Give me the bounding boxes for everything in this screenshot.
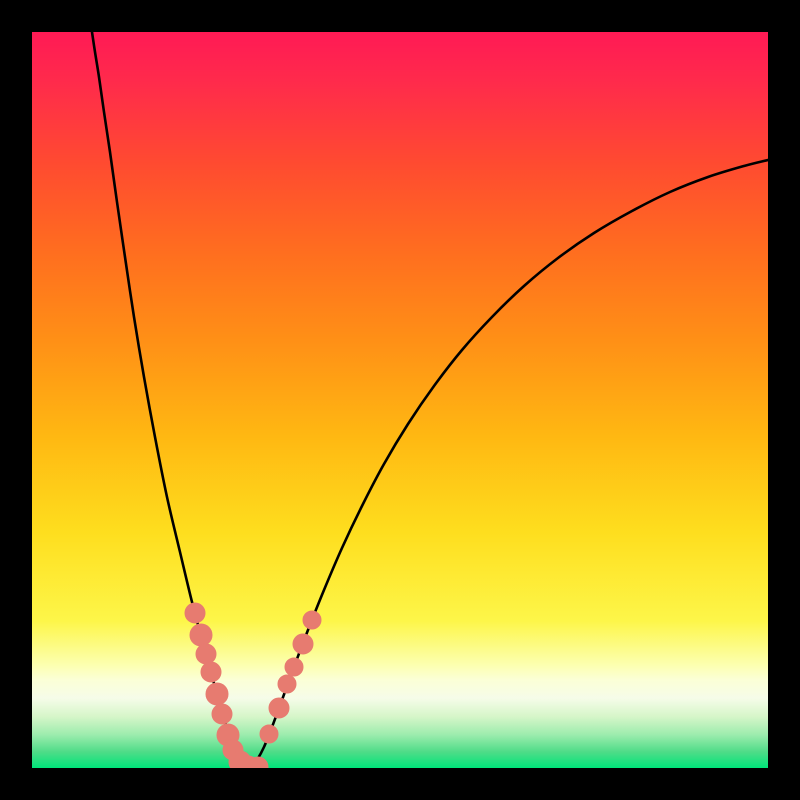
data-marker bbox=[285, 658, 303, 676]
chart-frame: TheBottleneck.com bbox=[0, 0, 800, 800]
data-marker bbox=[303, 611, 321, 629]
data-marker bbox=[269, 698, 289, 718]
data-marker bbox=[196, 644, 216, 664]
data-marker bbox=[293, 634, 313, 654]
data-marker bbox=[260, 725, 278, 743]
data-marker bbox=[212, 704, 232, 724]
data-marker bbox=[190, 624, 212, 646]
gradient-background bbox=[32, 32, 768, 768]
data-marker bbox=[206, 683, 228, 705]
plot-svg bbox=[32, 32, 768, 768]
data-marker bbox=[278, 675, 296, 693]
data-marker bbox=[185, 603, 205, 623]
data-marker bbox=[201, 662, 221, 682]
